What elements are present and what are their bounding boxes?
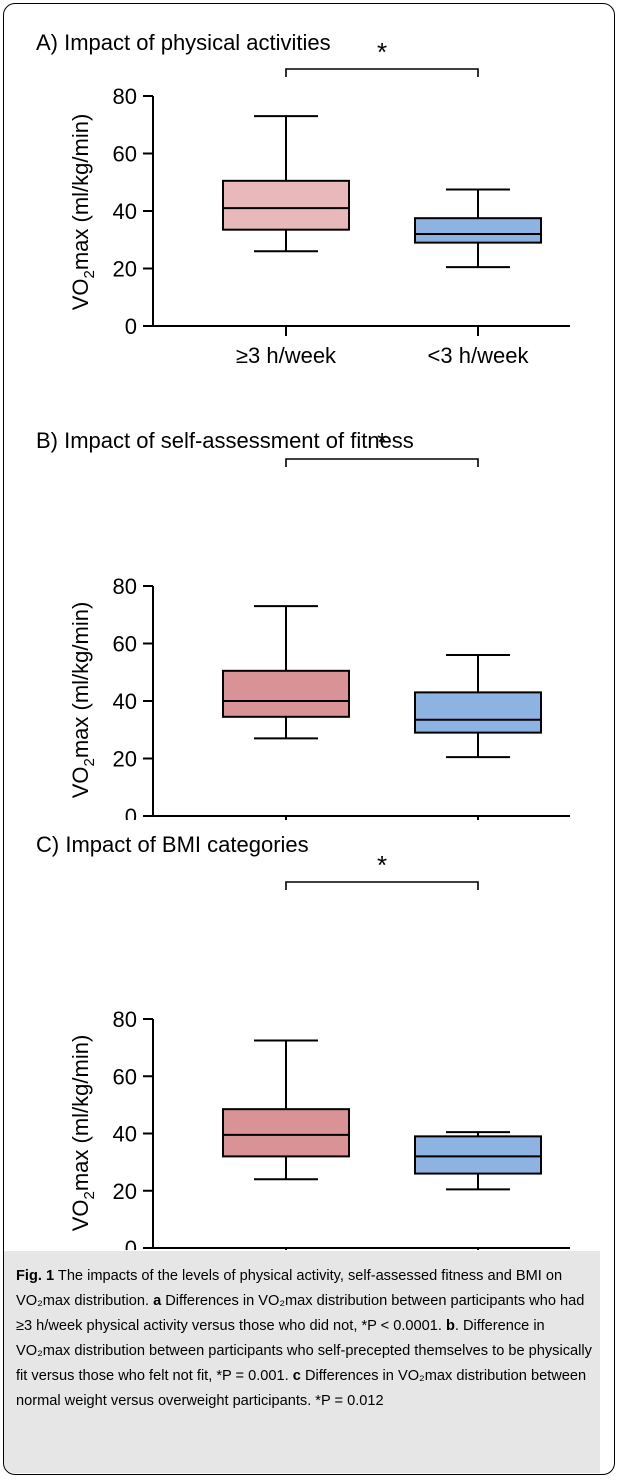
- caption-a-text: Differences in VO₂max distribution betwe…: [16, 1293, 585, 1334]
- panel-c-title: C) Impact of BMI categories: [36, 832, 309, 857]
- y-tick-label: 60: [113, 1064, 137, 1089]
- y-tick-label: 0: [125, 314, 137, 339]
- box-iqr: [414, 1135, 542, 1175]
- y-tick-label: 20: [113, 747, 137, 772]
- panel-a-title: A) Impact of physical activities: [36, 30, 331, 55]
- box-iqr: [414, 691, 542, 734]
- box-iqr: [222, 669, 350, 718]
- significance-bracket: [285, 68, 479, 77]
- x-tick-label: ≥3 h/week: [236, 343, 337, 368]
- box-iqr: [414, 217, 542, 244]
- caption-a-label: a: [153, 1293, 162, 1309]
- y-tick-label: 80: [113, 1007, 137, 1032]
- significance-star: *: [377, 37, 387, 67]
- significance-star: *: [377, 427, 387, 457]
- box-iqr: [222, 1108, 350, 1158]
- significance-bracket: [285, 458, 479, 467]
- y-tick-label: 20: [113, 1179, 137, 1204]
- caption-c-text: Differences in VO₂max distribution betwe…: [16, 1368, 587, 1409]
- y-tick-label: 60: [113, 632, 137, 657]
- caption-c-label: c: [292, 1368, 301, 1384]
- significance-bracket: [285, 881, 479, 890]
- y-tick-label: 40: [113, 689, 137, 714]
- caption-figure-label: Fig. 1: [16, 1268, 55, 1284]
- figure-caption: Fig. 1 The impacts of the levels of phys…: [16, 1264, 596, 1414]
- y-axis-label: VO2max (ml/kg/min): [68, 602, 98, 799]
- y-tick-label: 80: [113, 84, 137, 109]
- significance-star: *: [377, 850, 387, 880]
- caption-intro: The impacts of the levels of physical ac…: [16, 1268, 563, 1309]
- y-tick-label: 40: [113, 1122, 137, 1147]
- y-tick-label: 60: [113, 142, 137, 167]
- y-axis-label: VO2max (ml/kg/min): [68, 114, 98, 311]
- panel-b-title: B) Impact of self-assessment of fitness: [36, 428, 414, 453]
- y-tick-label: 0: [125, 804, 137, 820]
- y-axis-label: VO2max (ml/kg/min): [68, 1035, 98, 1232]
- y-tick-label: 80: [113, 574, 137, 599]
- caption-background: [4, 1251, 600, 1473]
- y-tick-label: 20: [113, 257, 137, 282]
- panel-a-chart: 0 20 40 60 80 VO2max (ml/kg/min) ≥3 h/week <3 h…: [68, 37, 570, 368]
- y-tick-label: 0: [125, 1236, 137, 1250]
- caption-b-text: . Difference in VO₂max distribution betw…: [16, 1318, 592, 1384]
- figure-frame: [3, 3, 615, 1475]
- y-tick-label: 40: [113, 199, 137, 224]
- box-iqr: [222, 179, 350, 231]
- caption-b-label: b: [445, 1318, 455, 1334]
- x-tick-label: <3 h/week: [428, 343, 530, 368]
